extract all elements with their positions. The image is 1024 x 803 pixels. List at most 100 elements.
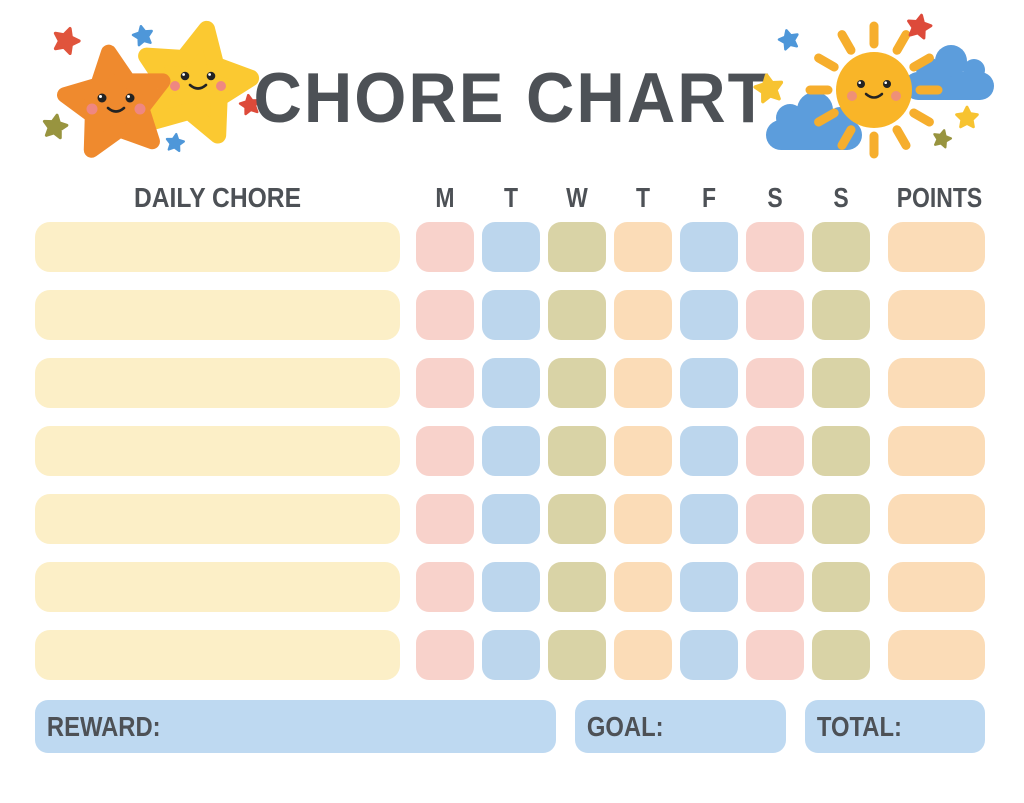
day-cell-sat-row-2[interactable] [746,290,804,340]
day-cell-sat-row-7[interactable] [746,630,804,680]
chore-row-4 [35,426,985,476]
day-cell-wed-row-5[interactable] [548,494,606,544]
sparkle-star-icon [777,29,799,51]
day-cell-mon-row-5[interactable] [416,494,474,544]
day-cell-tue-row-3[interactable] [482,358,540,408]
day-header-mon: M [435,182,455,213]
chore-input-row-4[interactable] [35,426,400,476]
chore-row-5 [35,494,985,544]
chore-input-row-5[interactable] [35,494,400,544]
day-cell-sat-row-5[interactable] [746,494,804,544]
points-header: POINTS [896,182,983,213]
day-cell-tue-row-7[interactable] [482,630,540,680]
day-cell-thu-row-2[interactable] [614,290,672,340]
day-cell-thu-row-3[interactable] [614,358,672,408]
sun-clouds-decoration [753,13,994,159]
points-cell-row-4[interactable] [888,426,985,476]
chore-row-3 [35,358,985,408]
day-cell-wed-row-6[interactable] [548,562,606,612]
points-cell-row-1[interactable] [888,222,985,272]
sparkle-star-icon [238,93,261,116]
chore-row-6 [35,562,985,612]
day-cell-thu-row-1[interactable] [614,222,672,272]
day-cell-sun-row-5[interactable] [812,494,870,544]
day-cell-tue-row-1[interactable] [482,222,540,272]
chore-row-7 [35,630,985,680]
goal-box[interactable]: GOAL: [575,700,786,753]
points-cell-row-2[interactable] [888,290,985,340]
day-cell-fri-row-5[interactable] [680,494,738,544]
points-cell-row-6[interactable] [888,562,985,612]
day-cell-fri-row-3[interactable] [680,358,738,408]
sparkle-star-icon [42,113,69,140]
footer-bar: REWARD: GOAL: TOTAL: [35,700,985,753]
day-header-fri: F [701,182,717,213]
day-cell-thu-row-7[interactable] [614,630,672,680]
day-cell-fri-row-2[interactable] [680,290,738,340]
day-cell-fri-row-4[interactable] [680,426,738,476]
day-header-thu: T [635,182,651,213]
day-cell-mon-row-7[interactable] [416,630,474,680]
day-cell-mon-row-6[interactable] [416,562,474,612]
sparkle-star-icon [753,73,784,104]
sparkle-star-icon [131,24,153,47]
total-box[interactable]: TOTAL: [805,700,985,753]
day-cell-mon-row-2[interactable] [416,290,474,340]
orange-star-icon [56,44,171,158]
day-cell-thu-row-5[interactable] [614,494,672,544]
day-cell-mon-row-1[interactable] [416,222,474,272]
day-cell-wed-row-4[interactable] [548,426,606,476]
day-cell-sat-row-3[interactable] [746,358,804,408]
sun-rays [805,21,943,159]
sparkle-star-icon [53,27,81,55]
day-cell-tue-row-2[interactable] [482,290,540,340]
day-cell-sun-row-6[interactable] [812,562,870,612]
sparkle-star-icon [907,13,933,40]
chore-rows [35,222,985,698]
sparkle-star-icons [753,13,979,149]
table-header-row: DAILY CHORE M T W T F S S POINTS [35,172,985,214]
day-cell-sun-row-3[interactable] [812,358,870,408]
day-cell-tue-row-6[interactable] [482,562,540,612]
day-cell-wed-row-3[interactable] [548,358,606,408]
sparkle-star-icon [165,132,185,153]
chore-input-row-1[interactable] [35,222,400,272]
points-cell-row-5[interactable] [888,494,985,544]
day-cell-wed-row-2[interactable] [548,290,606,340]
page-title: CHORE CHART [253,59,771,138]
cloud-icon [766,92,862,150]
chore-input-row-2[interactable] [35,290,400,340]
day-cell-sat-row-6[interactable] [746,562,804,612]
sparkle-star-icon [933,129,953,149]
day-cell-wed-row-1[interactable] [548,222,606,272]
day-cell-wed-row-7[interactable] [548,630,606,680]
day-cell-sun-row-1[interactable] [812,222,870,272]
day-cell-fri-row-6[interactable] [680,562,738,612]
reward-box[interactable]: REWARD: [35,700,556,753]
day-cell-sun-row-4[interactable] [812,426,870,476]
day-cell-sat-row-1[interactable] [746,222,804,272]
chore-input-row-3[interactable] [35,358,400,408]
chore-input-row-6[interactable] [35,562,400,612]
day-cell-tue-row-4[interactable] [482,426,540,476]
yellow-star-icon [138,20,260,144]
sparkle-star-icons [42,24,261,153]
points-cell-row-7[interactable] [888,630,985,680]
points-cell-row-3[interactable] [888,358,985,408]
chore-input-row-7[interactable] [35,630,400,680]
day-cell-fri-row-1[interactable] [680,222,738,272]
day-cell-thu-row-6[interactable] [614,562,672,612]
day-cell-mon-row-4[interactable] [416,426,474,476]
day-cell-mon-row-3[interactable] [416,358,474,408]
day-cell-sun-row-7[interactable] [812,630,870,680]
day-cell-tue-row-5[interactable] [482,494,540,544]
day-cell-sun-row-2[interactable] [812,290,870,340]
day-header-sat: S [767,182,783,213]
day-cell-sat-row-4[interactable] [746,426,804,476]
day-header-sun: S [833,182,849,213]
day-cell-fri-row-7[interactable] [680,630,738,680]
daily-chore-header: DAILY CHORE [133,182,302,213]
goal-label: GOAL: [586,710,664,742]
day-cell-thu-row-4[interactable] [614,426,672,476]
